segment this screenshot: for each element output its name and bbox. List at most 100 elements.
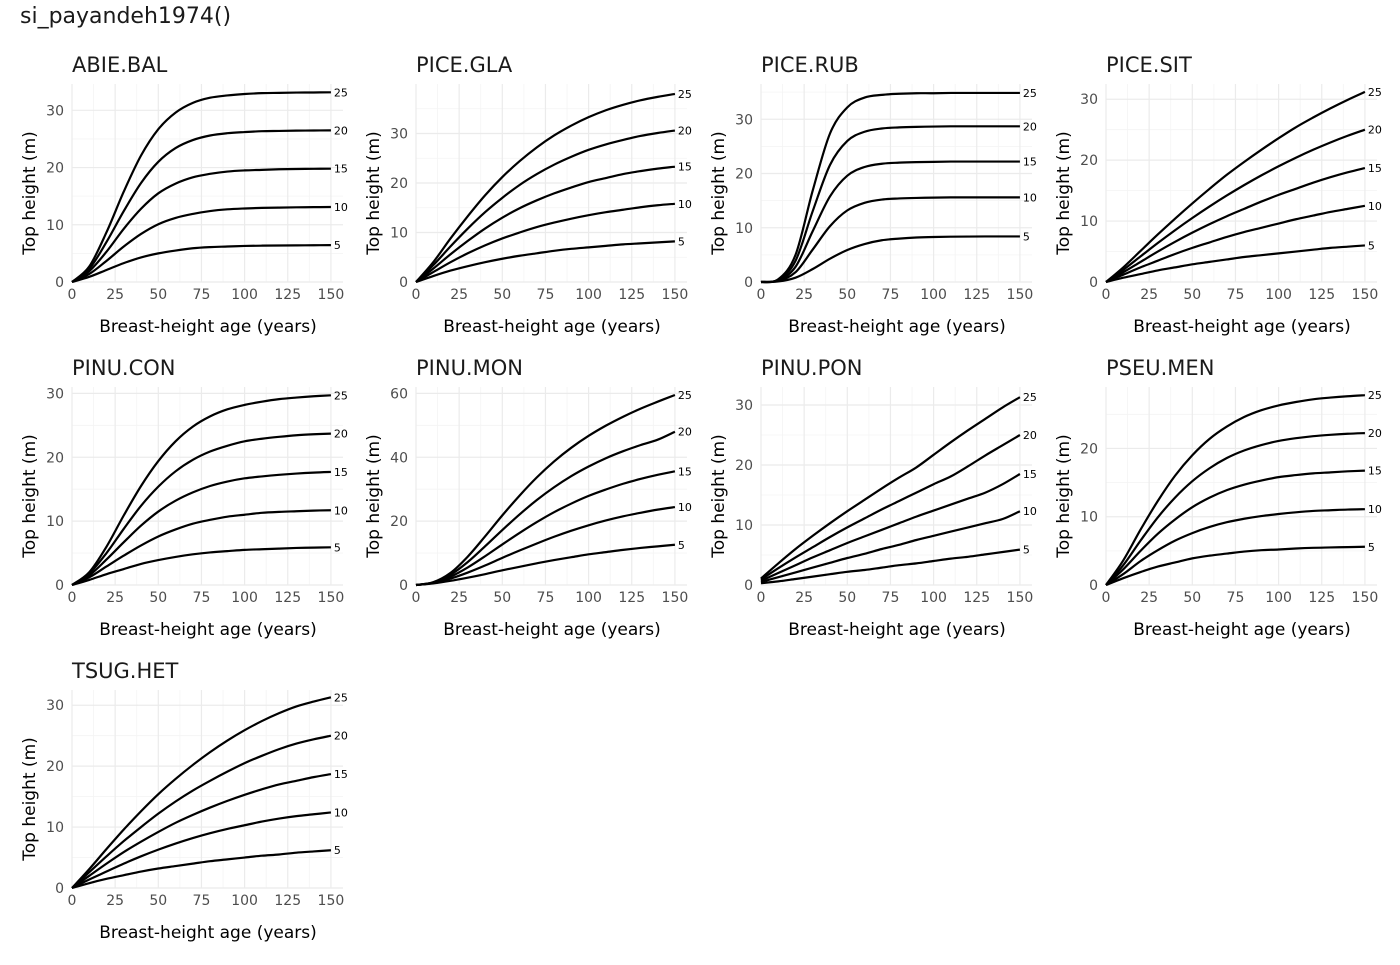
series-line-25 [71,394,331,586]
series-line-10 [1105,508,1365,586]
series-label-5: 5 [334,844,341,857]
x-tick-label: 25 [106,590,124,606]
series-line-10 [415,505,676,587]
series-label-15: 15 [678,465,692,478]
series-label-10: 10 [334,806,348,819]
y-axis-label: Top height (m) [709,131,729,256]
series-line-15 [71,470,331,586]
x-tick-label: 0 [68,590,77,606]
x-tick-label: 25 [106,287,124,303]
panel-pinu-pon: 0 25 50 75 100 125 150 0 10 20 30 PINU.PON Breast-he… [709,356,1037,640]
y-tick-label: 0 [55,578,64,594]
x-tick-label: 50 [1183,287,1201,303]
x-tick-label: 150 [1007,287,1034,303]
y-tick-label: 60 [390,386,408,402]
series-line-10 [1105,204,1366,284]
y-tick-label: 20 [1080,153,1098,169]
series-line-15 [760,160,1020,284]
y-tick-label: 20 [735,167,753,183]
x-tick-label: 50 [838,287,856,303]
series-label-25: 25 [334,691,348,704]
y-tick-label: 0 [744,275,753,291]
series-line-15 [71,772,332,889]
x-tick-label: 0 [412,590,421,606]
x-tick-label: 0 [68,893,77,909]
x-tick-label: 50 [149,287,167,303]
series-label-5: 5 [1023,230,1030,243]
y-tick-label: 30 [390,127,408,143]
series-label-25: 25 [1368,389,1382,402]
series-line-25 [71,696,332,889]
series-label-5: 5 [1368,541,1375,554]
x-tick-label: 25 [1140,590,1158,606]
x-tick-label: 150 [662,287,689,303]
y-axis-label: Top height (m) [20,737,40,862]
x-tick-label: 100 [231,287,258,303]
y-tick-label: 20 [390,176,408,192]
x-tick-label: 75 [193,893,211,909]
x-axis-label: Breast-height age (years) [1133,620,1351,640]
y-tick-label: 30 [46,386,64,402]
x-tick-label: 75 [193,590,211,606]
y-axis-label: Top height (m) [364,434,384,559]
series-line-15 [1105,167,1366,283]
series-label-5: 5 [678,235,685,248]
y-tick-label: 10 [46,514,64,530]
y-tick-label: 10 [390,226,408,242]
series-line-25 [71,91,331,283]
x-tick-label: 150 [318,590,345,606]
panel-pseu-men: 0 25 50 75 100 125 150 0 10 20 PSEU.MEN Breast-heig… [1054,356,1382,640]
x-tick-label: 150 [318,893,345,909]
series-line-15 [415,470,676,587]
y-tick-label: 20 [390,514,408,530]
x-axis-label: Breast-height age (years) [443,317,661,337]
series-label-10: 10 [1023,505,1037,518]
series-label-20: 20 [1368,124,1382,137]
series-line-10 [71,509,331,587]
y-axis-label: Top height (m) [1054,131,1074,256]
x-tick-label: 75 [1227,287,1245,303]
x-tick-label: 100 [1265,590,1292,606]
x-tick-label: 125 [618,287,645,303]
x-tick-label: 25 [1140,287,1158,303]
series-label-5: 5 [1368,239,1375,252]
series-line-25 [415,92,676,283]
series-label-15: 15 [1023,468,1037,481]
y-tick-label: 30 [735,112,753,128]
x-axis-label: Breast-height age (years) [443,620,661,640]
panel-pice-sit: 0 25 50 75 100 125 150 0 10 20 30 PICE.SIT Breast-he… [1054,53,1382,337]
panel-title: PICE.GLA [416,53,513,77]
series-line-5 [415,543,676,587]
x-tick-label: 125 [274,590,301,606]
y-tick-label: 20 [46,450,64,466]
series-line-25 [1105,90,1366,283]
y-axis-label: Top height (m) [20,131,40,256]
x-tick-label: 25 [106,893,124,909]
series-label-10: 10 [334,504,348,517]
series-label-25: 25 [678,389,692,402]
series-line-15 [1105,469,1365,586]
series-line-20 [1105,431,1365,586]
series-label-20: 20 [678,426,692,439]
series-label-15: 15 [1368,162,1382,175]
series-label-10: 10 [1023,191,1037,204]
series-label-20: 20 [334,124,348,137]
x-tick-label: 100 [1265,287,1292,303]
x-axis-label: Breast-height age (years) [788,317,1006,337]
series-label-10: 10 [334,201,348,214]
x-tick-label: 100 [231,590,258,606]
y-tick-label: 10 [46,218,64,234]
x-tick-label: 25 [795,590,813,606]
x-tick-label: 150 [1007,590,1034,606]
panel-title: PINU.MON [416,356,523,380]
series-label-10: 10 [678,198,692,211]
x-tick-label: 0 [1102,590,1111,606]
panel-title: PINU.PON [761,356,863,380]
y-tick-label: 0 [1089,275,1098,291]
series-label-25: 25 [334,389,348,402]
y-axis-label: Top height (m) [20,434,40,559]
y-tick-label: 30 [46,698,64,714]
x-tick-label: 25 [450,590,468,606]
series-line-20 [71,432,331,586]
